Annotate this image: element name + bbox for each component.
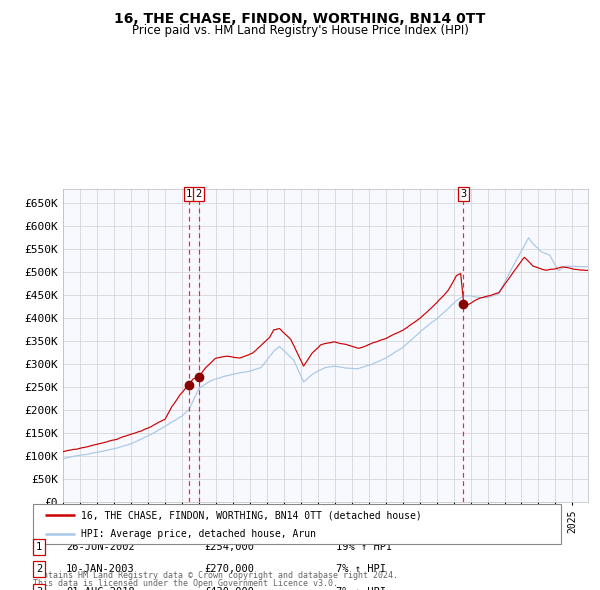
- Text: 3: 3: [460, 189, 467, 199]
- Text: £430,000: £430,000: [204, 587, 254, 590]
- Text: 10-JAN-2003: 10-JAN-2003: [66, 565, 135, 574]
- Text: 1: 1: [36, 542, 42, 552]
- Text: Price paid vs. HM Land Registry's House Price Index (HPI): Price paid vs. HM Land Registry's House …: [131, 24, 469, 37]
- Text: 1: 1: [186, 189, 192, 199]
- Text: 19% ↑ HPI: 19% ↑ HPI: [336, 542, 392, 552]
- Text: 7% ↑ HPI: 7% ↑ HPI: [336, 565, 386, 574]
- Text: 2: 2: [196, 189, 202, 199]
- Text: 7% ↓ HPI: 7% ↓ HPI: [336, 587, 386, 590]
- Text: 3: 3: [36, 587, 42, 590]
- Text: 16, THE CHASE, FINDON, WORTHING, BN14 0TT: 16, THE CHASE, FINDON, WORTHING, BN14 0T…: [115, 12, 485, 26]
- Text: 16, THE CHASE, FINDON, WORTHING, BN14 0TT (detached house): 16, THE CHASE, FINDON, WORTHING, BN14 0T…: [81, 510, 422, 520]
- Text: £270,000: £270,000: [204, 565, 254, 574]
- Text: £254,000: £254,000: [204, 542, 254, 552]
- Text: 26-JUN-2002: 26-JUN-2002: [66, 542, 135, 552]
- Text: HPI: Average price, detached house, Arun: HPI: Average price, detached house, Arun: [81, 529, 316, 539]
- Text: Contains HM Land Registry data © Crown copyright and database right 2024.: Contains HM Land Registry data © Crown c…: [33, 571, 398, 580]
- Text: This data is licensed under the Open Government Licence v3.0.: This data is licensed under the Open Gov…: [33, 579, 338, 588]
- Text: 01-AUG-2018: 01-AUG-2018: [66, 587, 135, 590]
- Text: 2: 2: [36, 565, 42, 574]
